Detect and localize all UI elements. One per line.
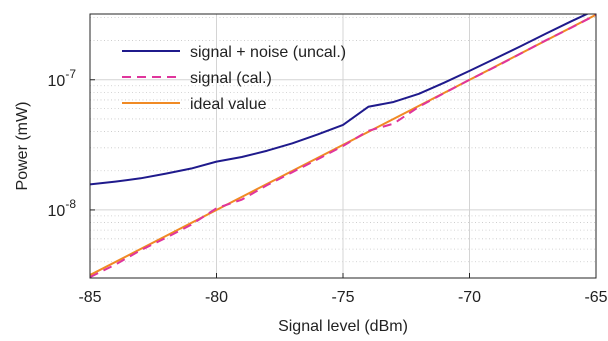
x-tick-label: -80 <box>205 289 228 306</box>
series-layer <box>90 14 596 278</box>
x-tick-label: -65 <box>584 289 607 306</box>
y-tick-label: 10-7 <box>48 67 77 90</box>
series-line-1 <box>90 14 596 278</box>
grid-layer <box>89 14 597 279</box>
x-tick-label: -85 <box>78 289 101 306</box>
legend: signal + noise (uncal.) signal (cal.) idea… <box>122 44 346 113</box>
legend-label-2: ideal value <box>190 96 267 113</box>
x-axis-label: Signal level (dBm) <box>278 318 408 335</box>
x-tick-label: -75 <box>331 289 354 306</box>
x-tick-label: -70 <box>458 289 481 306</box>
legend-label-0: signal + noise (uncal.) <box>190 44 346 61</box>
y-axis-label: Power (mW) <box>14 102 31 191</box>
y-tick-label: 10-8 <box>48 197 77 220</box>
tick-layer: 10-8 10-7 -85 -80 -75 -70 -65 <box>48 67 608 306</box>
series-line-0 <box>90 14 590 186</box>
legend-label-1: signal (cal.) <box>190 70 272 87</box>
